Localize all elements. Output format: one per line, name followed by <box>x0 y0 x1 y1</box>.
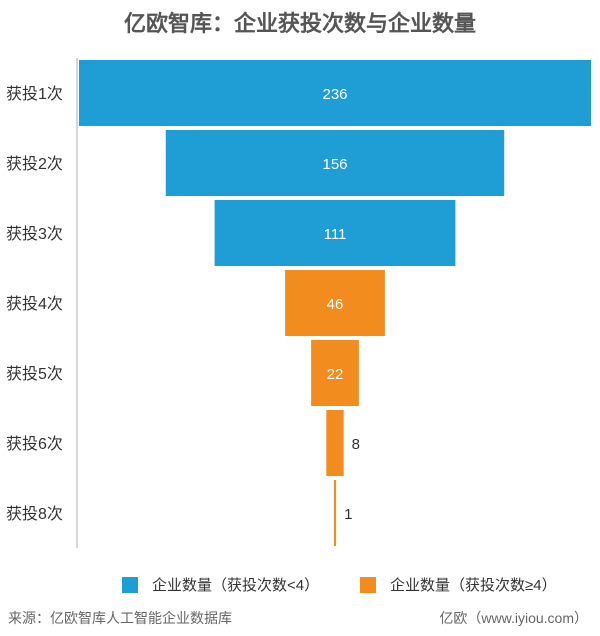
chart-title: 亿欧智库：企业获投次数与企业数量 <box>123 11 476 36</box>
data-label: 1 <box>344 506 352 523</box>
funnel-bar <box>79 60 591 126</box>
funnel-bar <box>285 270 385 336</box>
legend-swatch-blue <box>122 576 138 593</box>
funnel-bar <box>326 410 344 476</box>
category-label: 获投5次 <box>6 365 63 383</box>
funnel-bar <box>214 200 456 266</box>
category-label: 获投6次 <box>6 435 63 453</box>
data-label: 8 <box>352 436 360 453</box>
funnel-bar <box>333 480 337 546</box>
legend-item-lt4: 企业数量（获投次数<4） <box>122 574 319 595</box>
legend: 企业数量（获投次数<4） 企业数量（获投次数≥4） <box>0 574 600 598</box>
funnel-chart: 获投1次 236 获投2次 156 获投3次 111 获投4次 46 获投5次 22 获投6次 8 获投… <box>6 58 591 548</box>
data-label: 46 <box>327 296 344 313</box>
brand-note: 亿欧（www.iyiou.com） <box>439 610 588 626</box>
category-label: 获投8次 <box>6 505 63 523</box>
data-label: 156 <box>322 156 347 173</box>
footer: 来源：亿欧智库人工智能企业数据库 亿欧（www.iyiou.com） <box>0 608 600 630</box>
category-label: 获投3次 <box>6 225 63 243</box>
data-label: 111 <box>324 226 347 243</box>
legend-item-gte4: 企业数量（获投次数≥4） <box>360 574 557 595</box>
data-label: 22 <box>327 366 344 383</box>
legend-label-lt4: 企业数量（获投次数<4） <box>152 577 320 594</box>
data-label: 236 <box>322 86 347 103</box>
legend-label-gte4: 企业数量（获投次数≥4） <box>390 577 557 594</box>
funnel-bar <box>311 340 359 406</box>
legend-swatch-orange <box>360 576 376 593</box>
funnel-bar <box>165 130 505 196</box>
category-label: 获投2次 <box>6 155 63 173</box>
category-label: 获投1次 <box>6 85 63 103</box>
source-note: 来源：亿欧智库人工智能企业数据库 <box>8 610 232 626</box>
category-label: 获投4次 <box>6 295 63 313</box>
